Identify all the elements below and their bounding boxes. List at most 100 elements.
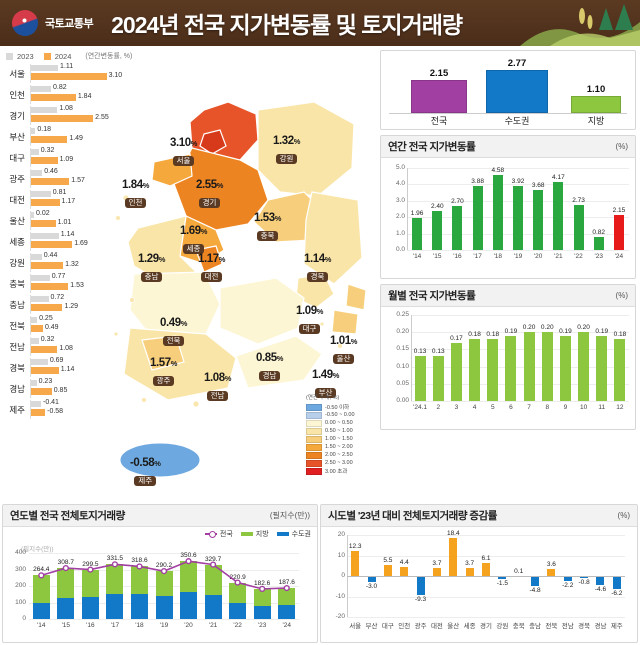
map-region-name: 인천	[124, 197, 147, 208]
region-rate-name: 경기	[9, 110, 25, 121]
map-region-value: 1.49%	[312, 369, 340, 381]
map-region-value: 0.85%	[256, 352, 284, 364]
value-2023: 0.02	[36, 210, 50, 217]
map-region-label: 1.14% 경북	[304, 253, 331, 284]
map-region-label: 1.84% 인천	[122, 179, 149, 210]
bar-2024	[31, 73, 107, 80]
korea-choropleth-map: 3.10% 서울 1.84% 인천 2.55% 경기 1.32% 강원 1.53% 충북 1.69%…	[108, 88, 376, 498]
x-axis-tick: 11	[598, 404, 606, 411]
map-region-label: 3.10% 서울	[170, 137, 198, 168]
map-legend-swatch	[306, 443, 322, 451]
line-marker-icon	[204, 531, 217, 538]
x-axis-tick: '21	[554, 253, 563, 260]
line-value-label: 350.6	[180, 552, 197, 560]
map-legend-label: 2.50 ~ 3.00	[325, 460, 353, 466]
value-2024: 1.08	[59, 345, 73, 352]
y-axis-tick: 5.0	[395, 164, 405, 171]
x-axis-tick: 충남	[529, 623, 542, 630]
zero-line	[347, 576, 625, 577]
bar-value-label: 0.18	[486, 331, 500, 339]
bar-value-label: 0.1	[514, 567, 524, 575]
gridline	[407, 184, 629, 186]
stacked-bar-metro	[253, 605, 271, 619]
value-2024: 3.10	[108, 72, 123, 79]
bar-value-label: 3.7	[465, 560, 475, 568]
y-axis-tick: 0.25	[396, 311, 409, 318]
region-rate-bars: 1.11 3.10	[30, 63, 122, 83]
x-axis-tick: 5	[490, 404, 495, 411]
legend-label-local: 지방	[255, 531, 269, 538]
chart-bar	[505, 335, 517, 401]
region-rate-name: 경남	[9, 383, 25, 394]
yearly-transactions-legend: 전국 지방 수도권	[204, 529, 311, 539]
map-region-value: 1.08%	[204, 372, 232, 384]
x-axis-tick: 10	[579, 404, 588, 411]
map-region-value: 1.09%	[296, 305, 324, 317]
legend-item-national: 전국	[204, 529, 233, 539]
summary-label: 전국	[430, 116, 448, 126]
stacked-bar-local	[106, 564, 124, 595]
bar-2023	[31, 86, 51, 92]
region-rate-name: 전북	[9, 320, 25, 331]
x-axis-tick: 충북	[512, 623, 525, 630]
region-rate-name: 광주	[9, 173, 25, 184]
map-legend-swatch	[306, 403, 322, 411]
value-2023: 1.14	[60, 231, 75, 238]
legend-label-2023: 2023	[17, 51, 34, 61]
value-2024: -0.58	[47, 408, 64, 415]
region-change-title: 시도별 '23년 대비 전체토지거래량 증감률	[328, 510, 497, 522]
value-2024: 0.49	[44, 324, 59, 331]
monthly-rate-header: 월별 전국 지가변동률 (%)	[381, 285, 635, 307]
x-axis-tick: 8	[545, 404, 550, 411]
map-percent-symbol: %	[190, 139, 198, 148]
y-axis-tick: 100	[15, 598, 26, 606]
bar-value-label: 0.19	[595, 327, 609, 335]
region-rate-name: 제주	[9, 404, 25, 415]
bar-value-label: 0.13	[431, 348, 445, 356]
gridline	[407, 250, 629, 251]
bar-2024	[31, 115, 94, 122]
region-rate-row: 울산 0.02 1.01	[0, 210, 376, 231]
line-value-label: 329.7	[204, 555, 222, 563]
annual-rate-unit: (%)	[615, 142, 628, 151]
summary-label: 지방	[587, 116, 605, 126]
x-axis-tick: 경북	[578, 623, 591, 630]
bar-2023	[31, 65, 59, 71]
x-axis-tick: 3	[454, 404, 459, 411]
map-legend-swatch	[306, 435, 322, 443]
gridline	[411, 366, 629, 368]
region-rate-bars: 0.82 1.84	[30, 84, 110, 104]
summary-value: 1.10	[586, 83, 606, 95]
x-axis-tick: 광주	[414, 623, 427, 630]
swatch-metro-icon	[276, 532, 289, 536]
map-region-label: 1.32% 강원	[273, 135, 301, 166]
chart-bar	[351, 550, 360, 576]
region-rate-name: 대전	[9, 194, 25, 205]
page-title: 2024년 전국 지가변동률 및 토지거래량	[111, 12, 463, 38]
stacked-bar-metro	[106, 594, 124, 619]
region-rate-bars: -0.41 -0.58	[30, 399, 110, 419]
chart-bar	[449, 538, 458, 576]
map-region-label: 0.49% 전북	[160, 317, 187, 348]
chart-bar	[578, 332, 590, 401]
x-axis-tick: 세종	[463, 623, 476, 630]
map-legend-row: 2.50 ~ 3.00	[306, 459, 374, 467]
yearly-transactions-header: 연도별 전국 전체토지거래량 (필지수(만))	[3, 505, 317, 527]
chart-bar	[523, 332, 535, 401]
gridline	[407, 168, 629, 169]
region-rate-row: 충북 0.77 1.53	[0, 273, 376, 294]
map-percent-symbol: %	[293, 137, 301, 146]
value-2024: 1.53	[70, 282, 84, 289]
legend-item-metro: 수도권	[276, 529, 311, 539]
region-rate-bars: 0.69 1.14	[30, 357, 110, 377]
x-axis-tick: 제주	[610, 623, 623, 630]
value-2024: 1.69	[74, 240, 88, 247]
y-axis-tick: 0	[22, 615, 26, 622]
region-rate-row: 대전 0.81 1.17	[0, 189, 376, 210]
chart-bar	[465, 568, 474, 576]
swatch-local-icon	[240, 532, 253, 536]
bar-value-label: 4.58	[491, 166, 505, 174]
bar-value-label: 2.15	[612, 206, 626, 214]
region-rate-name: 부산	[9, 131, 25, 142]
map-region-value: 1.17%	[198, 253, 226, 265]
